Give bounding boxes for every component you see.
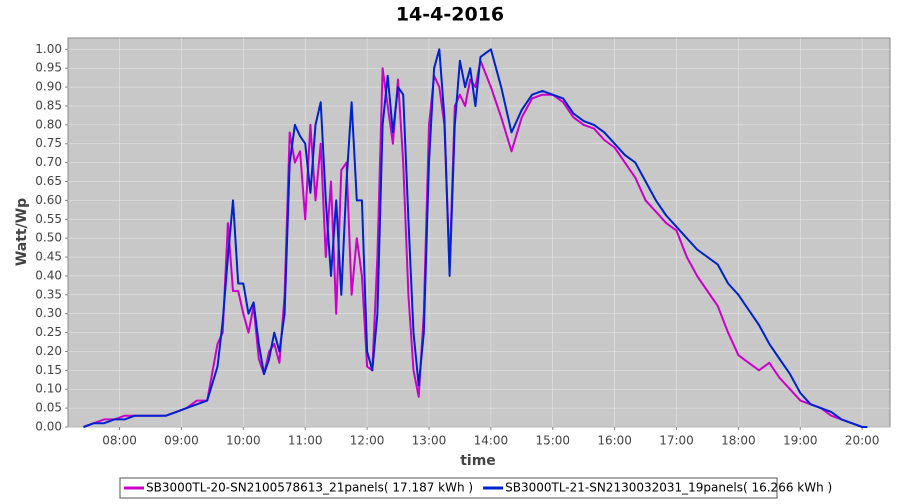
y-tick-label: 0.40: [35, 268, 62, 282]
y-tick-label: 0.30: [35, 306, 62, 320]
x-tick-label: 09:00: [164, 434, 199, 448]
x-tick-label: 11:00: [288, 434, 323, 448]
y-tick-label: 0.65: [35, 174, 62, 188]
y-tick-label: 0.70: [35, 155, 62, 169]
y-tick-label: 0.15: [35, 363, 62, 377]
y-tick-label: 0.80: [35, 117, 62, 131]
series-line: [83, 59, 868, 428]
x-tick-label: 16:00: [597, 434, 632, 448]
y-tick-label: 0.75: [35, 136, 62, 150]
x-tick-label: 17:00: [659, 434, 694, 448]
y-tick-label: 0.50: [35, 231, 62, 245]
y-tick-label: 0.45: [35, 250, 62, 264]
y-tick-label: 0.00: [35, 420, 62, 434]
series-line: [83, 48, 868, 428]
legend-label: SB3000TL-20-SN2100578613_21panels( 17.18…: [146, 481, 473, 495]
x-tick-label: 18:00: [721, 434, 756, 448]
x-tick-label: 20:00: [845, 434, 880, 448]
x-tick-label: 14:00: [474, 434, 509, 448]
y-tick-label: 0.55: [35, 212, 62, 226]
x-tick-label: 12:00: [350, 434, 385, 448]
x-tick-label: 15:00: [535, 434, 570, 448]
x-tick-label: 19:00: [783, 434, 818, 448]
y-axis-label: Watt/Wp: [14, 198, 30, 266]
y-tick-label: 0.95: [35, 61, 62, 75]
y-tick-label: 0.35: [35, 287, 62, 301]
y-tick-label: 0.10: [35, 382, 62, 396]
y-tick-label: 0.90: [35, 80, 62, 94]
plot-area: [67, 37, 891, 428]
y-tick-label: 0.25: [35, 325, 62, 339]
x-tick-label: 13:00: [412, 434, 447, 448]
x-tick-label: 08:00: [102, 434, 137, 448]
x-tick-label: 10:00: [226, 434, 261, 448]
legend: [119, 477, 778, 499]
y-tick-label: 0.85: [35, 98, 62, 112]
y-tick-label: 0.60: [35, 193, 62, 207]
chart-title: 14-4-2016: [396, 4, 504, 26]
y-tick-label: 1.00: [35, 42, 62, 56]
y-tick-label: 0.20: [35, 344, 62, 358]
x-axis-label: time: [460, 453, 496, 469]
y-tick-label: 0.05: [35, 401, 62, 415]
legend-label: SB3000TL-21-SN2130032031_19panels( 16.26…: [505, 481, 832, 495]
